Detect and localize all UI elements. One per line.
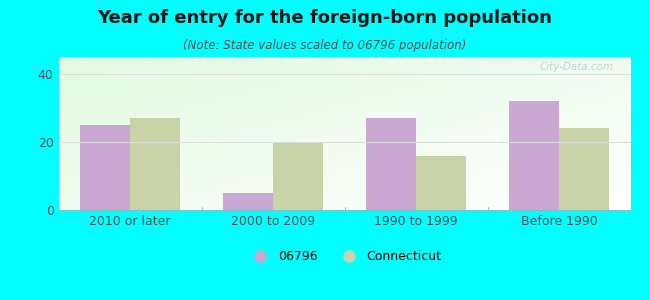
Text: Year of entry for the foreign-born population: Year of entry for the foreign-born popul… (98, 9, 552, 27)
Bar (559, 128, 609, 210)
Bar (416, 156, 466, 210)
Bar (80, 125, 130, 210)
Bar (366, 118, 416, 210)
Bar (223, 193, 273, 210)
Text: City-Data.com: City-Data.com (540, 61, 614, 72)
Bar (509, 101, 559, 210)
Bar (273, 142, 323, 210)
Bar (130, 118, 180, 210)
Text: (Note: State values scaled to 06796 population): (Note: State values scaled to 06796 popu… (183, 39, 467, 52)
Legend: 06796, Connecticut: 06796, Connecticut (243, 245, 446, 268)
